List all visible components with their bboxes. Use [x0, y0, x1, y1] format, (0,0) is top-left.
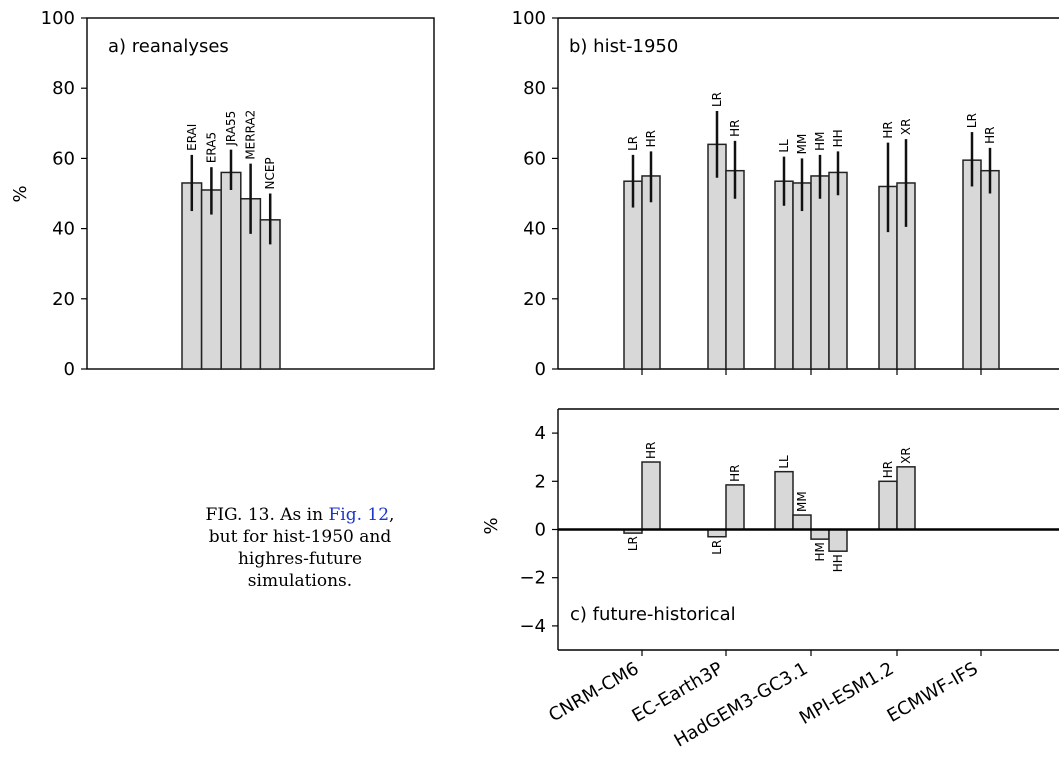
panel-b: b) hist-1950 0 20 40 60 80 100 LR HR LR HR LL MM HM… — [512, 8, 1059, 380]
panel-a-bar-label-NCEP: NCEP — [263, 157, 277, 189]
panel-c-yticks: −4 −2 0 2 4 — [519, 423, 558, 637]
panel-b-bar-cnrm-cm6-hr — [641, 175, 661, 370]
panel-b-bar-label-cnrm-cm6-lr: LR — [626, 136, 640, 151]
panel-a-y-tick-label-20: 20 — [52, 289, 75, 310]
panel-c-bar-cnrm-cm6-hr — [641, 461, 661, 531]
panel-c-bar-hadgem3-gc3-1-hh — [828, 528, 848, 552]
panel-c-bar-hadgem3-gc3-1-ll — [774, 470, 794, 531]
panel-b-bar-ec-earth3p-lr — [707, 143, 727, 370]
panel-a-y-tick-label-80: 80 — [52, 78, 75, 99]
panel-b-y-tick-label-80: 80 — [523, 78, 546, 99]
panel-b-bar-hadgem3-gc3-1-hm — [810, 175, 830, 370]
panel-c-bar-label-hadgem3-gc3-1-hh: HH — [831, 554, 845, 572]
panel-b-bar-ecmwf-ifs-hr — [980, 169, 1000, 370]
panel-a-y-tick-label-40: 40 — [52, 219, 75, 240]
panel-c: c) future-historical % −4 −2 0 2 4 LR HR LR HR L… — [481, 408, 1059, 752]
panel-a-bar-ERA5 — [200, 189, 222, 370]
caption-text-after: , but for hist-1950 and highres-future s… — [208, 505, 395, 591]
panel-b-bar-label-hadgem3-gc3-1-hh: HH — [831, 129, 845, 147]
caption-fig-label: FIG. 13. — [205, 505, 275, 525]
caption-figure-link[interactable]: Fig. 12 — [328, 505, 390, 525]
panel-a-y-tick-label-100: 100 — [41, 8, 75, 29]
panel-c-bar-hadgem3-gc3-1-hm — [810, 528, 830, 540]
panel-a-title: a) reanalyses — [108, 36, 229, 57]
panel-c-bar-ec-earth3p-hr — [725, 484, 745, 531]
panel-b-bar-label-mpi-esm1-2-hr: HR — [881, 121, 895, 138]
panel-b-bar-label-hadgem3-gc3-1-ll: LL — [777, 139, 791, 153]
panel-c-bar-mpi-esm1-2-hr — [878, 480, 898, 531]
panel-c-bar-label-hadgem3-gc3-1-mm: MM — [795, 491, 809, 512]
panel-c-xtick-label-mpi-esm1-2: MPI-ESM1.2 — [796, 658, 898, 729]
panel-b-y-tick-label-0: 0 — [535, 359, 546, 380]
panel-b-yticks: 0 20 40 60 80 100 — [512, 8, 558, 380]
panel-c-bar-hadgem3-gc3-1-mm — [792, 514, 812, 531]
panel-b-bar-label-ec-earth3p-lr: LR — [710, 92, 724, 107]
panel-c-y-tick-label-4: 4 — [535, 423, 546, 444]
panel-b-title: b) hist-1950 — [569, 36, 678, 57]
panel-c-bar-label-mpi-esm1-2-hr: HR — [881, 461, 895, 478]
panel-c-bar-label-hadgem3-gc3-1-ll: LL — [777, 455, 791, 469]
figure-caption: FIG. 13. As in Fig. 12, but for hist-195… — [200, 504, 400, 592]
panel-b-bar-hadgem3-gc3-1-hh — [828, 171, 848, 370]
panel-b-bar-label-hadgem3-gc3-1-hm: HM — [813, 131, 827, 150]
panel-b-y-tick-label-20: 20 — [523, 289, 546, 310]
panel-c-ylabel: % — [481, 517, 502, 534]
panel-c-xtick-label-cnrm-cm6: CNRM-CM6 — [545, 658, 642, 726]
panel-a-bar-label-ERA5: ERA5 — [204, 132, 218, 163]
panel-a-y-tick-label-0: 0 — [64, 359, 75, 380]
panel-b-bar-label-hadgem3-gc3-1-mm: MM — [795, 134, 809, 155]
panel-c-bar-label-hadgem3-gc3-1-hm: HM — [813, 542, 827, 561]
panel-b-bar-label-ec-earth3p-hr: HR — [728, 119, 742, 136]
panel-c-bar-label-ec-earth3p-lr: LR — [710, 540, 724, 555]
panel-c-xtick-label-ecmwf-ifs: ECMWF-IFS — [884, 658, 982, 727]
panel-a-bars: ERAI ERA5 JRA55 MERRA2 NCEP — [181, 110, 281, 370]
panel-c-title: c) future-historical — [570, 604, 736, 625]
panel-a-y-tick-label-60: 60 — [52, 148, 75, 169]
panel-c-y-tick-label--4: −4 — [519, 616, 546, 637]
panel-a-bar-label-MERRA2: MERRA2 — [244, 110, 258, 160]
panel-c-y-tick-label--2: −2 — [519, 568, 546, 589]
panel-b-y-tick-label-60: 60 — [523, 148, 546, 169]
caption-text-before: As in — [280, 505, 324, 525]
panel-a: a) reanalyses % 0 20 40 60 80 100 ERAI ERA5 JRA… — [10, 8, 435, 380]
panel-b-y-tick-label-100: 100 — [512, 8, 546, 29]
panel-c-bar-label-cnrm-cm6-hr: HR — [644, 442, 658, 459]
panel-c-bar-label-ec-earth3p-hr: HR — [728, 465, 742, 482]
panel-b-y-tick-label-40: 40 — [523, 219, 546, 240]
panel-b-bar-ec-earth3p-hr — [725, 169, 745, 370]
panel-b-bar-ecmwf-ifs-lr — [962, 159, 982, 370]
panel-c-y-tick-label-0: 0 — [535, 520, 546, 541]
panel-c-xticks: CNRM-CM6EC-Earth3PHadGEM3-GC3.1MPI-ESM1.… — [545, 650, 982, 752]
panel-b-bar-label-ecmwf-ifs-lr: LR — [965, 113, 979, 128]
panel-b-bar-label-mpi-esm1-2-xr: XR — [899, 119, 913, 136]
panel-c-y-tick-label-2: 2 — [535, 471, 546, 492]
panel-c-bar-label-mpi-esm1-2-xr: XR — [899, 447, 913, 464]
panel-a-ylabel: % — [10, 185, 31, 202]
panel-b-bar-hadgem3-gc3-1-ll — [774, 180, 794, 370]
panel-a-bar-label-ERAI: ERAI — [185, 124, 199, 151]
panel-c-bar-mpi-esm1-2-xr — [896, 466, 916, 531]
panel-b-bar-cnrm-cm6-lr — [623, 180, 643, 370]
panel-b-bar-label-cnrm-cm6-hr: HR — [644, 130, 658, 147]
panel-b-bar-label-ecmwf-ifs-hr: HR — [983, 126, 997, 143]
panel-a-bar-JRA55 — [220, 171, 242, 370]
panel-a-bar-label-JRA55: JRA55 — [224, 111, 238, 147]
panel-a-yticks: 0 20 40 60 80 100 — [41, 8, 87, 380]
panel-c-bar-label-cnrm-cm6-lr: LR — [626, 536, 640, 551]
